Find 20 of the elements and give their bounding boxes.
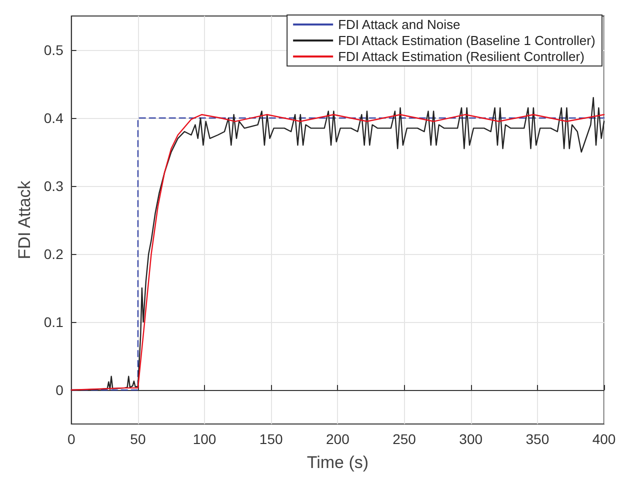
x-axis-title: Time (s) (306, 453, 369, 472)
legend-label: FDI Attack and Noise (338, 17, 460, 32)
y-tick-label: 0.2 (44, 246, 64, 262)
x-tick-label: 250 (392, 431, 416, 447)
y-tick-label: 0.3 (44, 178, 64, 194)
x-tick-label: 50 (130, 431, 146, 447)
y-tick-label: 0 (56, 382, 64, 398)
y-tick-label: 0.1 (44, 314, 64, 330)
y-tick-label: 0.5 (44, 42, 64, 58)
y-tick-label: 0.4 (44, 110, 64, 126)
legend-label: FDI Attack Estimation (Resilient Controller) (338, 49, 584, 64)
x-tick-label: 0 (67, 431, 76, 447)
y-axis-title: FDI Attack (15, 180, 34, 260)
legend-label: FDI Attack Estimation (Baseline 1 Controller) (338, 33, 596, 48)
x-tick-label: 400 (592, 431, 616, 447)
x-tick-label: 350 (526, 431, 550, 447)
x-tick-label: 300 (459, 431, 483, 447)
x-tick-label: 200 (326, 431, 350, 447)
x-tick-label: 100 (192, 431, 216, 447)
x-tick-label: 150 (259, 431, 283, 447)
